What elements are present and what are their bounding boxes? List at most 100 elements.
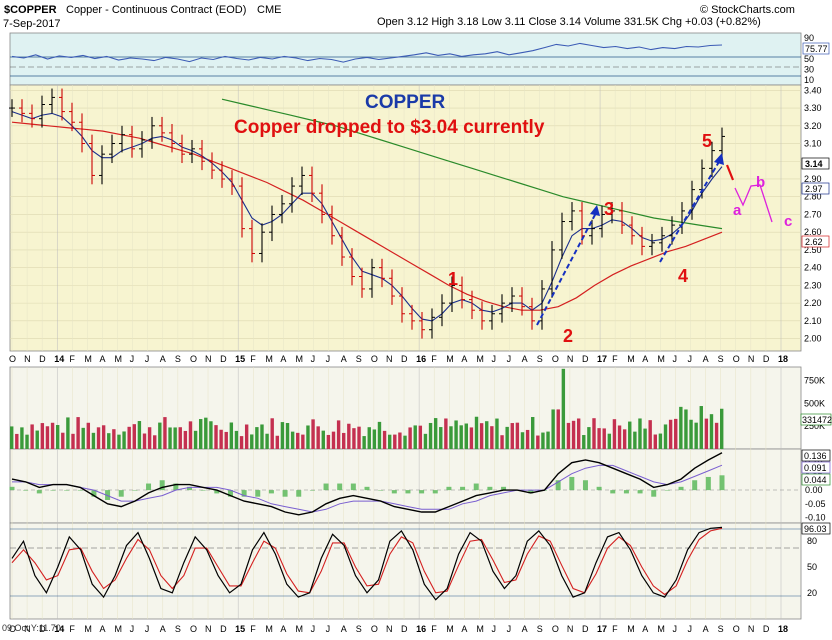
volume-bar [459,425,463,449]
exchange: CME [257,4,281,16]
wave-1-label: 1 [448,269,458,289]
volume-bar [219,429,223,449]
volume-bar [153,435,157,449]
x-axis-label: D [582,354,589,364]
macd-signal-line [12,464,723,513]
volume-bar [316,426,320,449]
x-axis-label: F [250,354,256,364]
volume-bar [352,428,356,449]
x-axis-label: N [24,624,31,634]
volume-bar [433,418,438,449]
volume-bar [96,427,101,449]
macd-histogram-bar [255,490,261,497]
volume-bar [658,433,663,449]
signal-label-box [801,461,831,474]
volume-bar [81,427,85,449]
x-axis-label: 18 [778,624,788,634]
x-axis-label: D [220,624,227,634]
price-tick-label: 2.60 [804,227,822,237]
macd-histogram-bar [610,490,616,494]
wave-4-label: 4 [678,266,688,286]
x-axis-label: J [507,624,512,634]
price-tick-label: 2.40 [804,263,822,273]
macd-histogram-bar [719,475,725,491]
volume-bar [147,427,152,449]
volume-bar [326,434,331,449]
volume-bar [643,428,647,449]
macd-histogram-bar [214,490,220,494]
macd-histogram-bar [473,483,479,491]
volume-bar [382,430,387,449]
volume-bar [515,422,520,449]
volume-bar [168,427,172,449]
volume-tick-label: 750K [804,376,825,386]
volume-bar [684,409,688,449]
annotation-title: COPPER [365,92,446,113]
arrow-head-5 [714,153,724,165]
volume-bar [403,435,407,449]
macd-panel [9,448,802,524]
x-axis-label: S [175,354,181,364]
x-axis-label: M [115,354,123,364]
volume-bar [423,433,428,449]
macd-histogram-bar [309,490,315,491]
x-axis-label: J [130,624,135,634]
x-axis-label: M [115,624,123,634]
volume-bar [500,435,504,449]
abc-projection [734,184,773,223]
volume-bar [260,424,264,449]
volume-bar [265,433,269,449]
volume-bar [444,418,448,449]
volume-bar [607,433,612,449]
volume-bar [449,426,453,449]
x-axis-label: A [642,354,648,364]
wave-2-label: 2 [563,326,573,346]
x-axis-label: D [401,624,408,634]
volume-bar [546,431,550,449]
x-axis-label: M [657,624,665,634]
volume-bar [101,425,106,449]
close-label: 3.14 [805,159,823,169]
volume-bar [505,426,509,449]
annotation-subtitle: Copper dropped to $3.04 currently [234,117,545,138]
macd-histogram-bar [132,490,138,491]
volume-bar [117,434,121,449]
stoch-label-box [801,522,831,535]
macd-histogram-bar [460,486,466,491]
volume-bar [280,422,285,449]
macd-histogram-bar [528,490,534,494]
volume-tick-label: 500K [804,398,825,408]
x-axis-label: N [205,354,212,364]
volume-bar [244,424,249,449]
x-axis-label: M [476,354,484,364]
rsi-last-label: 75.77 [805,44,828,54]
x-axis-label: F [250,624,256,634]
sma-mid-line [11,121,723,311]
stoch-last-label: 96.03 [804,524,827,534]
sma-long-label: 2.62 [805,237,823,247]
volume-bar [61,432,65,449]
volume-bar [45,426,50,449]
volume-bar [663,424,668,449]
x-axis-label: A [461,354,467,364]
volume-bar [485,421,489,449]
price-tick-label: 2.30 [804,280,822,290]
rsi-tick-label: 10 [804,75,814,85]
rsi-tick-label: 30 [804,64,814,74]
x-axis-label: N [748,624,755,634]
x-axis-label: J [130,354,135,364]
volume-bar [311,419,315,449]
x-axis-label: M [657,354,665,364]
volume-bar [66,417,70,449]
chart-date: 7-Sep-2017 [3,18,61,30]
rsi-tick-label: 50 [804,54,814,64]
volume-bar [285,423,290,449]
x-axis-label: S [537,354,543,364]
volume-bar [576,418,581,449]
volume-bar [474,416,479,449]
macd-histogram-bar [50,490,56,491]
volume-bar [40,423,45,449]
volume-bar [250,434,254,449]
x-axis-label: D [763,624,770,634]
price-tick-label: 3.20 [804,121,822,131]
